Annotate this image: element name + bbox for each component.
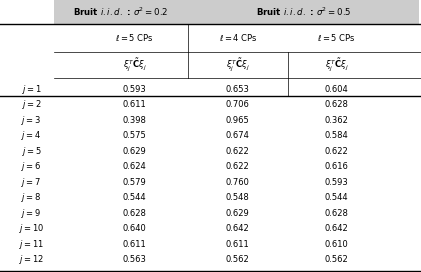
Text: 0.611: 0.611 bbox=[226, 240, 250, 249]
FancyBboxPatch shape bbox=[54, 0, 188, 24]
Text: 0.628: 0.628 bbox=[123, 209, 147, 218]
Text: $\ell = 4$ CPs: $\ell = 4$ CPs bbox=[218, 32, 257, 43]
Text: $j = 3$: $j = 3$ bbox=[21, 114, 42, 127]
Text: $\xi_j^T \tilde{\mathbf{C}}\xi_j$: $\xi_j^T \tilde{\mathbf{C}}\xi_j$ bbox=[123, 56, 147, 73]
Text: 0.760: 0.760 bbox=[226, 178, 250, 187]
Text: 0.593: 0.593 bbox=[325, 178, 349, 187]
Text: $\xi_j^T \tilde{\mathbf{C}}\xi_j$: $\xi_j^T \tilde{\mathbf{C}}\xi_j$ bbox=[226, 56, 250, 73]
Text: 0.622: 0.622 bbox=[226, 147, 250, 156]
Text: 0.544: 0.544 bbox=[325, 193, 349, 202]
Text: 0.562: 0.562 bbox=[325, 255, 349, 264]
Text: 0.640: 0.640 bbox=[123, 224, 147, 233]
Text: 0.611: 0.611 bbox=[123, 100, 147, 109]
FancyBboxPatch shape bbox=[188, 0, 419, 24]
Text: $j = 6$: $j = 6$ bbox=[21, 160, 42, 173]
Text: 0.642: 0.642 bbox=[226, 224, 250, 233]
Text: 0.628: 0.628 bbox=[325, 100, 349, 109]
Text: 0.610: 0.610 bbox=[325, 240, 349, 249]
Text: 0.544: 0.544 bbox=[123, 193, 147, 202]
Text: 0.622: 0.622 bbox=[226, 162, 250, 171]
Text: 0.579: 0.579 bbox=[123, 178, 147, 187]
Text: 0.706: 0.706 bbox=[226, 100, 250, 109]
Text: $\ell = 5$ CPs: $\ell = 5$ CPs bbox=[115, 32, 154, 43]
Text: 0.628: 0.628 bbox=[325, 209, 349, 218]
Text: 0.548: 0.548 bbox=[226, 193, 250, 202]
Text: 0.624: 0.624 bbox=[123, 162, 147, 171]
Text: 0.611: 0.611 bbox=[123, 240, 147, 249]
Text: 0.616: 0.616 bbox=[325, 162, 349, 171]
Text: 0.593: 0.593 bbox=[123, 85, 147, 94]
Text: $j = 2$: $j = 2$ bbox=[21, 98, 42, 111]
Text: $\xi_j^T \tilde{\mathbf{C}}\xi_j$: $\xi_j^T \tilde{\mathbf{C}}\xi_j$ bbox=[325, 56, 349, 73]
Text: Bruit $\it{i.i.d.}$ : $\sigma^2 = 0.2$: Bruit $\it{i.i.d.}$ : $\sigma^2 = 0.2$ bbox=[73, 5, 168, 18]
Text: 0.674: 0.674 bbox=[226, 131, 250, 140]
Text: 0.629: 0.629 bbox=[226, 209, 250, 218]
Text: $j = 5$: $j = 5$ bbox=[21, 145, 42, 158]
Text: 0.622: 0.622 bbox=[325, 147, 349, 156]
Text: 0.604: 0.604 bbox=[325, 85, 349, 94]
Text: 0.575: 0.575 bbox=[123, 131, 147, 140]
Text: $j = 4$: $j = 4$ bbox=[21, 129, 42, 142]
Text: 0.965: 0.965 bbox=[226, 116, 250, 125]
Text: $j = 1$: $j = 1$ bbox=[21, 83, 42, 96]
Text: 0.629: 0.629 bbox=[123, 147, 147, 156]
Text: $j = 11$: $j = 11$ bbox=[19, 238, 44, 251]
Text: 0.563: 0.563 bbox=[123, 255, 147, 264]
Text: 0.642: 0.642 bbox=[325, 224, 349, 233]
Text: $j = 10$: $j = 10$ bbox=[19, 222, 44, 235]
Text: $j = 7$: $j = 7$ bbox=[21, 176, 42, 189]
Text: Bruit $\it{i.i.d.}$ : $\sigma^2 = 0.5$: Bruit $\it{i.i.d.}$ : $\sigma^2 = 0.5$ bbox=[256, 5, 351, 18]
Text: 0.653: 0.653 bbox=[226, 85, 250, 94]
Text: 0.562: 0.562 bbox=[226, 255, 250, 264]
Text: $j = 9$: $j = 9$ bbox=[21, 207, 42, 220]
Text: 0.584: 0.584 bbox=[325, 131, 349, 140]
Text: $j = 8$: $j = 8$ bbox=[21, 191, 42, 204]
Text: $j = 12$: $j = 12$ bbox=[19, 253, 44, 266]
Text: $\ell = 5$ CPs: $\ell = 5$ CPs bbox=[317, 32, 356, 43]
Text: 0.398: 0.398 bbox=[123, 116, 147, 125]
Text: 0.362: 0.362 bbox=[325, 116, 349, 125]
